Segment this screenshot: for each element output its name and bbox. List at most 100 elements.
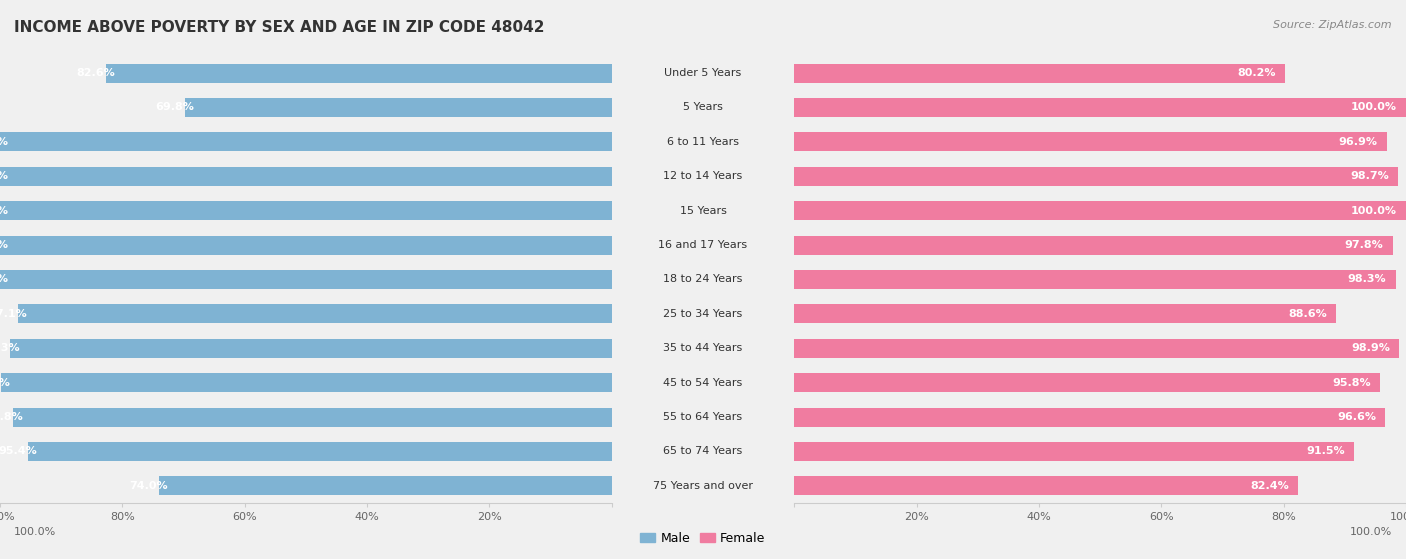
Text: 16 and 17 Years: 16 and 17 Years (658, 240, 748, 250)
Text: 100.0%: 100.0% (14, 527, 56, 537)
Bar (0, 434, 794, 468)
Text: 55 to 64 Years: 55 to 64 Years (664, 412, 742, 422)
Bar (0, 201, 612, 220)
Text: 96.9%: 96.9% (1339, 137, 1378, 147)
Bar (794, 167, 1398, 186)
Text: 75 Years and over: 75 Years and over (652, 481, 754, 491)
Text: 98.3%: 98.3% (1348, 274, 1386, 285)
Bar (0, 167, 612, 186)
Bar (0, 400, 794, 434)
Text: 97.8%: 97.8% (0, 412, 22, 422)
Text: 12 to 14 Years: 12 to 14 Years (664, 171, 742, 181)
Text: 5 Years: 5 Years (683, 102, 723, 112)
Bar (0, 91, 612, 125)
Bar (794, 132, 1388, 151)
Bar (612, 468, 1406, 503)
Bar (0, 262, 794, 297)
Bar (612, 366, 1406, 400)
Bar (794, 64, 1285, 83)
Text: 74.0%: 74.0% (129, 481, 169, 491)
Bar (0, 297, 612, 331)
Text: 80.2%: 80.2% (1237, 68, 1275, 78)
Bar (0, 236, 612, 254)
Bar (14, 408, 612, 427)
Text: 100.0%: 100.0% (1351, 102, 1396, 112)
Bar (0, 270, 612, 289)
Text: 100.0%: 100.0% (0, 206, 10, 216)
Bar (612, 297, 1406, 331)
Bar (0, 468, 794, 503)
Text: Under 5 Years: Under 5 Years (665, 68, 741, 78)
Bar (612, 193, 1406, 228)
Text: 98.3%: 98.3% (0, 343, 20, 353)
Text: 6 to 11 Years: 6 to 11 Years (666, 137, 740, 147)
Text: 88.6%: 88.6% (1288, 309, 1327, 319)
Text: 100.0%: 100.0% (1350, 527, 1392, 537)
Bar (0, 468, 612, 503)
Text: 25 to 34 Years: 25 to 34 Years (664, 309, 742, 319)
Text: 45 to 54 Years: 45 to 54 Years (664, 378, 742, 388)
Text: 100.0%: 100.0% (0, 137, 10, 147)
Bar (10, 339, 612, 358)
Bar (794, 98, 1406, 117)
Text: INCOME ABOVE POVERTY BY SEX AND AGE IN ZIP CODE 48042: INCOME ABOVE POVERTY BY SEX AND AGE IN Z… (14, 20, 544, 35)
Bar (0, 297, 794, 331)
Text: 65 to 74 Years: 65 to 74 Years (664, 447, 742, 457)
Legend: Male, Female: Male, Female (636, 527, 770, 550)
Bar (0, 331, 612, 366)
Bar (0, 228, 612, 262)
Text: 100.0%: 100.0% (0, 274, 10, 285)
Text: 100.0%: 100.0% (1351, 206, 1396, 216)
Bar (0, 193, 612, 228)
Text: 98.7%: 98.7% (1350, 171, 1389, 181)
Text: 99.8%: 99.8% (0, 378, 10, 388)
Text: 15 Years: 15 Years (679, 206, 727, 216)
Bar (184, 98, 612, 117)
Text: 100.0%: 100.0% (0, 240, 10, 250)
Bar (794, 201, 1406, 220)
Bar (18, 305, 612, 323)
Bar (0, 193, 794, 228)
Bar (612, 400, 1406, 434)
Bar (0, 56, 612, 91)
Bar (612, 228, 1406, 262)
Text: 97.1%: 97.1% (0, 309, 27, 319)
Bar (612, 125, 1406, 159)
Bar (159, 476, 612, 495)
Text: 100.0%: 100.0% (0, 171, 10, 181)
Bar (0, 125, 612, 159)
Text: 35 to 44 Years: 35 to 44 Years (664, 343, 742, 353)
Bar (794, 339, 1399, 358)
Text: 95.4%: 95.4% (0, 447, 38, 457)
Bar (0, 159, 612, 193)
Bar (794, 305, 1336, 323)
Text: 97.8%: 97.8% (1344, 240, 1384, 250)
Bar (0, 434, 612, 468)
Bar (612, 159, 1406, 193)
Bar (794, 236, 1392, 254)
Bar (794, 442, 1354, 461)
Text: 69.8%: 69.8% (155, 102, 194, 112)
Text: 95.8%: 95.8% (1333, 378, 1371, 388)
Text: 91.5%: 91.5% (1306, 447, 1344, 457)
Bar (612, 434, 1406, 468)
Bar (0, 400, 612, 434)
Text: 98.9%: 98.9% (1351, 343, 1391, 353)
Bar (0, 56, 794, 91)
Bar (0, 132, 612, 151)
Text: 96.6%: 96.6% (1337, 412, 1376, 422)
Bar (0, 91, 794, 125)
Bar (0, 228, 794, 262)
Bar (28, 442, 612, 461)
Text: Source: ZipAtlas.com: Source: ZipAtlas.com (1274, 20, 1392, 30)
Bar (794, 408, 1385, 427)
Bar (107, 64, 612, 83)
Bar (0, 366, 612, 400)
Text: 18 to 24 Years: 18 to 24 Years (664, 274, 742, 285)
Bar (794, 373, 1381, 392)
Text: 82.4%: 82.4% (1250, 481, 1289, 491)
Bar (612, 91, 1406, 125)
Bar (612, 331, 1406, 366)
Bar (794, 270, 1396, 289)
Bar (0, 125, 794, 159)
